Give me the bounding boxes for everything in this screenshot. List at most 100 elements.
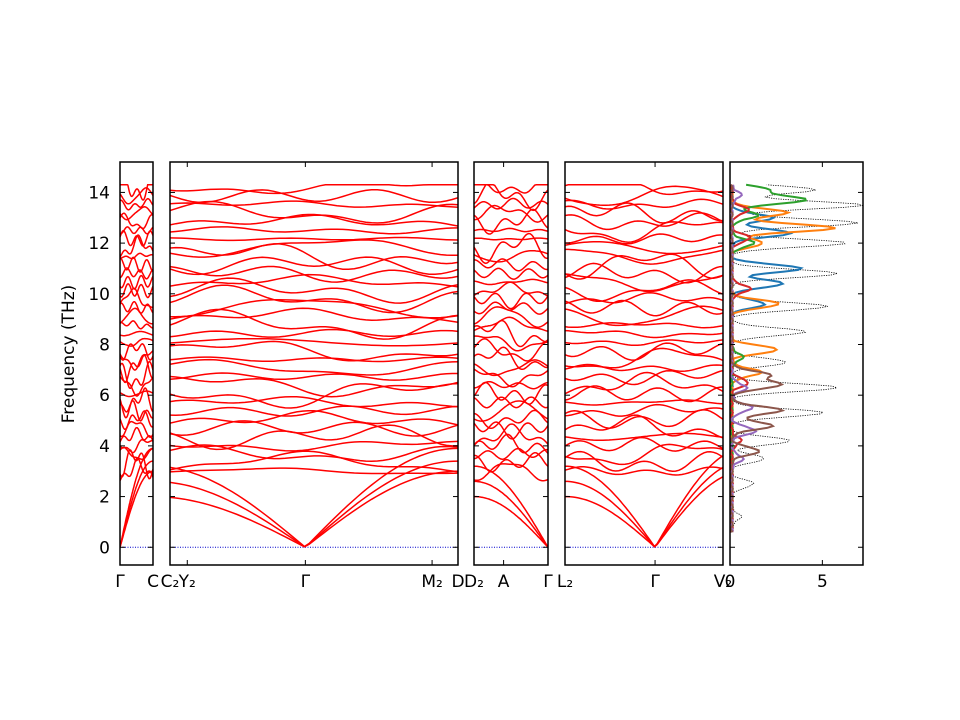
band-line	[474, 409, 548, 430]
band-line	[474, 208, 548, 235]
band-line	[120, 400, 153, 422]
band-line	[170, 340, 458, 362]
band-line	[170, 308, 458, 340]
x-tick-label: C	[147, 572, 159, 592]
y-tick-label: 2	[99, 488, 110, 508]
panel-p2: C₂ Y₂ Γ M₂ D	[161, 161, 465, 592]
band-line	[170, 328, 458, 338]
band-line	[474, 463, 548, 482]
y-tick-label: 12	[88, 234, 110, 254]
band-line	[474, 306, 548, 328]
band-line	[565, 403, 723, 417]
band-line	[474, 451, 548, 473]
band-line	[170, 420, 458, 437]
band-line	[170, 284, 458, 314]
band-line	[565, 273, 723, 293]
band-line	[565, 385, 723, 403]
band-line	[120, 274, 153, 290]
acoustic-branch	[474, 480, 548, 548]
band-line	[170, 375, 458, 398]
band-line	[120, 197, 153, 211]
band-line	[120, 307, 153, 325]
band-line	[170, 424, 458, 451]
band-line	[120, 234, 153, 258]
y-axis-label: Frequency (THz)	[59, 285, 79, 424]
x-tick-label: D	[451, 572, 464, 592]
band-line	[474, 250, 548, 263]
band-line	[120, 206, 153, 221]
band-line	[120, 184, 153, 201]
band-line	[474, 346, 548, 371]
band-line	[474, 232, 548, 265]
band-line	[474, 258, 548, 272]
band-line	[120, 449, 153, 480]
band-line	[474, 368, 548, 388]
band-line	[474, 380, 548, 390]
band-line	[565, 436, 723, 452]
band-line	[170, 356, 458, 363]
x-tick-label: 5	[817, 572, 828, 592]
panel-frame	[473, 161, 549, 566]
panel-frame	[169, 161, 459, 566]
band-line	[120, 226, 153, 235]
band-line	[120, 212, 153, 230]
band-line	[474, 359, 548, 377]
acoustic-branch	[565, 455, 723, 548]
band-line	[565, 399, 723, 406]
band-line	[170, 299, 458, 319]
x-tick-label: Γ	[543, 572, 553, 592]
band-line	[170, 189, 458, 204]
band-line	[565, 253, 723, 280]
y-tick-label: 0	[99, 538, 110, 558]
band-line	[170, 265, 458, 283]
acoustic-branch	[120, 470, 153, 548]
band-line	[474, 184, 548, 212]
band-line	[120, 330, 153, 337]
band-line	[474, 292, 548, 310]
acoustic-branch	[565, 476, 723, 548]
band-line	[565, 450, 723, 473]
band-line	[565, 202, 723, 224]
x-tick-label: Y₂	[178, 572, 196, 592]
band-line	[474, 227, 548, 233]
x-tick-label: Γ	[301, 572, 311, 592]
band-line	[565, 212, 723, 231]
band-line	[120, 337, 153, 347]
band-line	[474, 319, 548, 348]
acoustic-branch	[120, 447, 153, 548]
band-line	[120, 283, 153, 299]
band-line	[120, 301, 153, 315]
band-line	[565, 184, 723, 196]
band-line	[565, 248, 723, 265]
x-tick-label: V₂	[714, 572, 732, 592]
band-line	[120, 439, 153, 454]
x-tick-label: C₂	[161, 572, 180, 592]
band-line	[120, 354, 153, 384]
band-line	[170, 337, 458, 347]
acoustic-branch	[170, 470, 458, 548]
band-line	[120, 342, 153, 361]
band-line	[565, 241, 723, 255]
band-line	[565, 342, 723, 361]
band-line	[565, 339, 723, 347]
band-line	[170, 395, 458, 408]
x-tick-label: M₂	[421, 572, 442, 592]
band-line	[170, 200, 458, 224]
y-tick-label: 8	[99, 335, 110, 355]
band-line	[474, 338, 548, 362]
band-line	[170, 450, 458, 473]
band-line	[474, 184, 548, 194]
acoustic-branch	[565, 466, 723, 548]
x-tick-label: Γ	[650, 572, 660, 592]
band-line	[120, 252, 153, 260]
band-line	[120, 187, 153, 205]
band-line	[565, 198, 723, 210]
band-line	[474, 433, 548, 454]
band-line	[120, 320, 153, 330]
band-line	[170, 213, 458, 227]
band-line	[170, 184, 458, 195]
band-line	[565, 432, 723, 441]
band-line	[170, 372, 458, 381]
band-line	[170, 236, 458, 242]
